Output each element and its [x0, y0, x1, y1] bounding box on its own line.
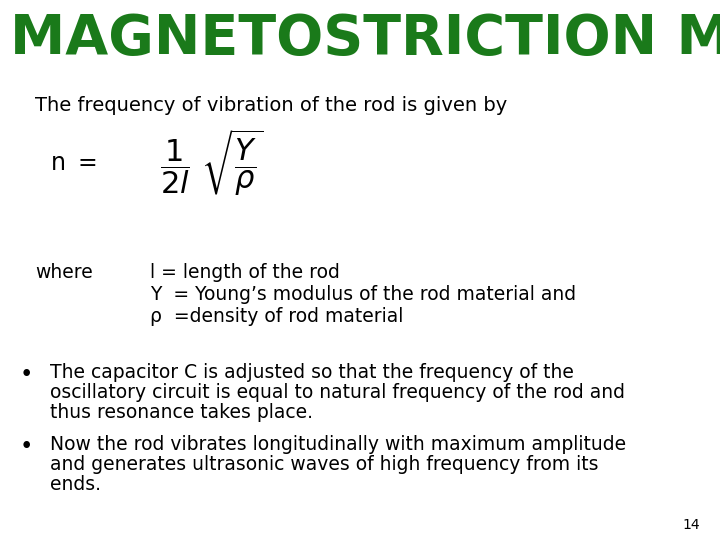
Text: The frequency of vibration of the rod is given by: The frequency of vibration of the rod is… [35, 96, 508, 115]
Text: Now the rod vibrates longitudinally with maximum amplitude: Now the rod vibrates longitudinally with… [50, 435, 626, 454]
Text: $\mathrm{n} \ =$: $\mathrm{n} \ =$ [50, 151, 96, 175]
Text: and generates ultrasonic waves of high frequency from its: and generates ultrasonic waves of high f… [50, 455, 598, 474]
Text: The capacitor C is adjusted so that the frequency of the: The capacitor C is adjusted so that the … [50, 363, 574, 382]
Text: thus resonance takes place.: thus resonance takes place. [50, 403, 313, 422]
Text: •: • [20, 435, 33, 458]
Text: where: where [35, 263, 93, 282]
Text: •: • [20, 363, 33, 386]
Text: Y  = Young’s modulus of the rod material and: Y = Young’s modulus of the rod material … [150, 285, 576, 304]
Text: 14: 14 [683, 518, 700, 532]
Text: oscillatory circuit is equal to natural frequency of the rod and: oscillatory circuit is equal to natural … [50, 383, 625, 402]
Text: $\dfrac{1}{2l}\ \sqrt{\dfrac{Y}{\rho}}$: $\dfrac{1}{2l}\ \sqrt{\dfrac{Y}{\rho}}$ [160, 128, 264, 198]
Text: ends.: ends. [50, 475, 101, 494]
Text: MAGNETOSTRICTION METHOD: MAGNETOSTRICTION METHOD [10, 12, 720, 66]
Text: ρ  =density of rod material: ρ =density of rod material [150, 307, 403, 326]
Text: l = length of the rod: l = length of the rod [150, 263, 340, 282]
